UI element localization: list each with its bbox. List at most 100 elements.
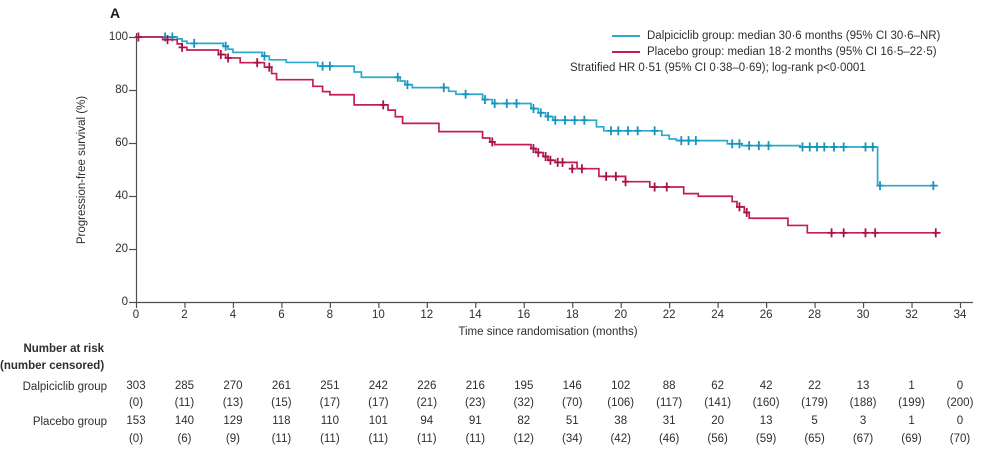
x-tick-label: 24	[711, 309, 725, 321]
risk-censored-cell: (106)	[607, 397, 635, 409]
risk-censored-cell: (11)	[320, 433, 340, 445]
x-tick-label: 16	[517, 309, 531, 321]
x-tick-label: 32	[905, 309, 918, 321]
risk-censored-cell: (32)	[513, 397, 534, 409]
y-tick-label: 100	[108, 30, 128, 43]
x-tick-label: 34	[953, 309, 967, 321]
y-tick-label: 20	[115, 242, 128, 255]
x-tick-label: 8	[326, 309, 334, 321]
risk-at-risk-cell: 13	[856, 380, 870, 392]
legend-note-hr: Stratified HR 0·51 (95% CI 0·38–0·69); l…	[570, 62, 866, 74]
y-tick-label: 80	[115, 83, 128, 96]
km-curve-placebo-group	[136, 36, 941, 234]
risk-at-risk-cell: 101	[368, 415, 388, 427]
risk-at-risk-cell: 270	[223, 380, 243, 392]
risk-censored-cell: (141)	[704, 397, 732, 409]
risk-censored-cell: (42)	[610, 433, 631, 445]
risk-at-risk-cell: 0	[956, 415, 964, 427]
risk-censored-cell: (59)	[755, 433, 777, 445]
risk-censored-cell: (70)	[562, 397, 583, 409]
x-tick-label: 18	[565, 309, 579, 321]
risk-censored-cell: (11)	[174, 397, 195, 409]
risk-at-risk-cell: 82	[517, 415, 531, 427]
risk-row-label-placebo: Placebo group	[32, 416, 107, 428]
risk-censored-cell: (13)	[222, 397, 244, 409]
x-tick-label: 6	[278, 309, 285, 321]
x-tick-label: 10	[371, 309, 385, 321]
risk-at-risk-cell: 22	[808, 380, 821, 392]
risk-censored-cell: (117)	[656, 397, 683, 409]
risk-censored-cell: (15)	[271, 397, 292, 409]
risk-at-risk-cell: 38	[614, 415, 628, 427]
risk-at-risk-cell: 118	[272, 415, 291, 427]
risk-censored-cell: (179)	[801, 397, 828, 409]
risk-at-risk-cell: 20	[711, 415, 725, 427]
risk-censored-cell: (65)	[804, 433, 825, 445]
x-tick-label: 0	[132, 309, 140, 321]
risk-censored-cell: (12)	[513, 433, 534, 445]
risk-censored-cell: (6)	[177, 433, 192, 445]
legend-entry-placebo: Placebo group: median 18·2 months (95% C…	[612, 45, 937, 59]
risk-at-risk-cell: 31	[662, 415, 676, 427]
risk-at-risk-cell: 42	[759, 380, 773, 392]
risk-at-risk-cell: 195	[514, 380, 534, 392]
risk-at-risk-cell: 153	[126, 415, 146, 427]
risk-at-risk-cell: 102	[611, 380, 631, 392]
risk-at-risk-cell: 3	[859, 415, 867, 427]
x-tick-label: 14	[468, 309, 482, 321]
x-axis-label: Time since randomisation (months)	[458, 326, 638, 338]
x-tick-label: 28	[808, 309, 821, 321]
y-tick-label: 60	[115, 136, 128, 149]
risk-row-label-dalpiciclib: Dalpiciclib group	[22, 381, 107, 393]
km-curve-dalpiciclib-group	[136, 36, 939, 187]
y-axis-label: Progression-free survival (%)	[76, 95, 88, 245]
risk-censored-cell: (11)	[465, 433, 486, 445]
risk-at-risk-cell: 51	[565, 415, 579, 427]
risk-at-risk-cell: 62	[711, 380, 725, 392]
censor-marks-dalpiciclib-group	[161, 32, 937, 191]
risk-at-risk-cell: 94	[420, 415, 434, 427]
x-tick-label: 12	[420, 309, 434, 321]
x-tick-label: 4	[229, 309, 237, 321]
risk-censored-cell: (160)	[752, 397, 780, 409]
risk-at-risk-cell: 140	[174, 415, 195, 427]
risk-censored-cell: (67)	[852, 433, 874, 445]
risk-censored-cell: (21)	[416, 397, 438, 409]
risk-at-risk-cell: 5	[811, 415, 818, 427]
censor-marks-placebo-group	[134, 32, 940, 238]
risk-at-risk-cell: 1	[908, 415, 915, 427]
risk-at-risk-cell: 251	[320, 380, 340, 392]
risk-at-risk-cell: 242	[368, 380, 388, 392]
dalpiciclib-line-swatch-icon	[612, 35, 640, 37]
risk-censored-cell: (200)	[946, 397, 974, 409]
risk-at-risk-cell: 110	[320, 415, 340, 427]
risk-censored-cell: (34)	[562, 433, 583, 445]
risk-censored-cell: (9)	[225, 433, 240, 445]
risk-censored-cell: (11)	[417, 433, 437, 445]
risk-censored-cell: (17)	[319, 397, 341, 409]
risk-censored-cell: (188)	[849, 397, 877, 409]
x-tick-label: 2	[181, 309, 188, 321]
risk-at-risk-cell: 146	[562, 380, 582, 392]
risk-censored-cell: (0)	[128, 397, 144, 409]
risk-censored-cell: (11)	[368, 433, 389, 445]
placebo-line-swatch-icon	[612, 51, 640, 53]
risk-censored-cell: (69)	[901, 433, 922, 445]
legend-entry-dalpiciclib: Dalpiciclib group: median 30·6 months (9…	[612, 29, 940, 43]
risk-censored-cell: (70)	[949, 433, 971, 445]
x-tick-label: 20	[614, 309, 628, 321]
risk-at-risk-cell: 1	[908, 380, 915, 392]
risk-at-risk-cell: 91	[468, 415, 482, 427]
y-tick-label: 0	[121, 295, 128, 308]
risk-censored-cell: (11)	[271, 433, 292, 445]
risk-at-risk-cell: 303	[126, 380, 146, 392]
risk-at-risk-cell: 226	[417, 380, 437, 392]
x-tick-label: 26	[759, 309, 773, 321]
risk-table-header-2: (number censored)	[0, 360, 105, 372]
risk-censored-cell: (23)	[465, 397, 486, 409]
risk-at-risk-cell: 0	[956, 380, 964, 392]
risk-table-header-1: Number at risk	[23, 343, 104, 355]
risk-at-risk-cell: 88	[662, 380, 676, 392]
